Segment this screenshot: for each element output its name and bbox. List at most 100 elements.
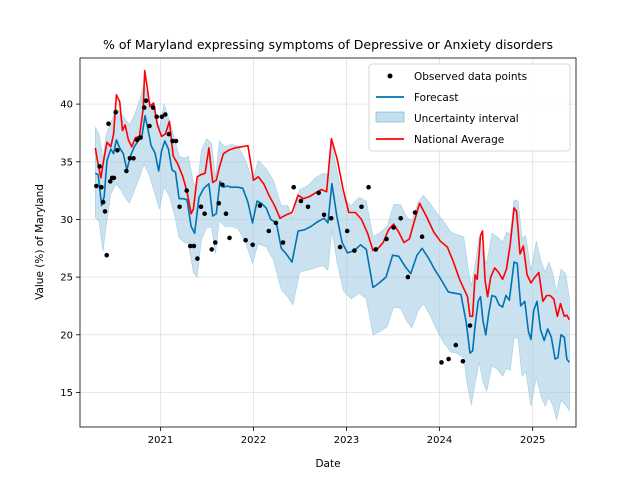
y-tick-label: 40	[60, 100, 73, 111]
observed-point	[373, 247, 379, 252]
y-axis-ticks: 15 20 25 30 35 40	[60, 100, 80, 399]
observed-point	[467, 323, 473, 328]
observed-point	[220, 182, 225, 188]
x-axis-ticks: 2021 2022 2023 2024 2025	[148, 427, 545, 446]
observed-point	[366, 184, 371, 190]
observed-point	[173, 138, 179, 144]
observed-point	[99, 184, 104, 190]
observed-point	[150, 105, 156, 110]
observed-point	[321, 212, 327, 218]
observed-point	[106, 121, 111, 126]
observed-point	[138, 135, 143, 140]
observed-point	[216, 201, 222, 206]
plot-frame	[79, 57, 577, 428]
observed-point	[391, 225, 396, 230]
observed-point	[291, 184, 297, 190]
legend-label-forecast: Forecast	[414, 92, 458, 104]
observed-point	[202, 211, 207, 216]
observed-point	[198, 204, 204, 210]
observed-point	[280, 240, 286, 245]
uncertainty-area	[95, 82, 570, 421]
observed-point	[209, 247, 214, 252]
observed-point	[141, 105, 147, 110]
observed-point	[298, 198, 304, 204]
legend-swatch-uncertainty	[375, 111, 405, 123]
x-axis-title: Date	[315, 458, 340, 470]
observed-point	[352, 248, 357, 253]
observed-point	[163, 112, 168, 117]
observed-point	[316, 190, 322, 196]
observed-point	[104, 252, 109, 258]
observed-point	[124, 168, 129, 174]
observed-point	[359, 204, 364, 210]
observed-point	[305, 204, 311, 210]
observed-point	[147, 123, 152, 129]
x-tick-label: 2023	[334, 435, 359, 446]
series-lines	[94, 69, 571, 363]
observed-point	[257, 203, 263, 208]
observed-point	[108, 179, 113, 184]
x-tick-label: 2021	[148, 435, 173, 446]
observed-point	[419, 234, 425, 239]
observed-point	[134, 137, 140, 143]
observed-point	[111, 175, 117, 181]
observed-point	[439, 360, 444, 365]
legend: Observed data points Forecast Uncertaint…	[368, 63, 571, 152]
observed-point	[405, 274, 411, 280]
observed-point	[184, 188, 189, 193]
legend-swatch-observed	[387, 73, 393, 79]
observed-point	[143, 98, 149, 103]
observed-point	[273, 220, 279, 226]
legend-label-uncertainty: Uncertainty interval	[414, 113, 519, 125]
national-average-line	[94, 69, 571, 321]
observed-point	[102, 209, 108, 214]
observed-point	[213, 240, 218, 245]
observed-point	[166, 131, 172, 137]
forecast-line	[94, 114, 571, 363]
observed-point	[453, 342, 459, 348]
legend-label-national: National Average	[414, 134, 504, 146]
observed-point	[177, 204, 182, 210]
observed-point	[223, 211, 229, 216]
y-tick-label: 15	[60, 388, 73, 399]
observed-point	[159, 114, 165, 120]
observed-point	[243, 237, 248, 243]
observed-point	[100, 199, 106, 205]
observed-point	[113, 109, 118, 115]
y-tick-label: 20	[60, 330, 73, 341]
observed-point	[446, 356, 451, 362]
observed-point	[127, 156, 133, 161]
y-tick-label: 25	[60, 273, 73, 284]
x-tick-label: 2024	[427, 435, 452, 446]
y-tick-label: 30	[60, 215, 73, 226]
observed-point	[131, 156, 136, 161]
observed-point	[250, 242, 255, 248]
observed-point	[398, 216, 404, 221]
observed-point	[337, 244, 343, 250]
uncertainty-band	[95, 82, 570, 421]
x-tick-label: 2022	[241, 435, 266, 446]
observed-point	[170, 138, 175, 144]
y-tick-label: 35	[60, 157, 73, 168]
observed-point	[188, 243, 193, 249]
observed-point	[94, 183, 99, 189]
observed-point	[154, 114, 159, 120]
observed-point	[227, 235, 232, 241]
observed-point	[191, 243, 197, 249]
observed-point	[195, 256, 200, 261]
chart-title: % of Maryland expressing symptoms of Dep…	[103, 37, 553, 52]
y-axis-title: Value (%) of Maryland	[34, 184, 46, 300]
legend-box	[368, 63, 571, 152]
observed-points	[94, 98, 473, 365]
observed-point	[97, 164, 102, 169]
observed-point	[266, 228, 272, 234]
observed-point	[460, 359, 466, 364]
observed-point	[328, 216, 334, 221]
legend-label-observed: Observed data points	[414, 71, 527, 83]
observed-point	[115, 148, 120, 153]
observed-point	[344, 228, 350, 234]
x-tick-label: 2025	[520, 435, 545, 446]
observed-point	[412, 210, 418, 215]
observed-point	[384, 236, 389, 242]
